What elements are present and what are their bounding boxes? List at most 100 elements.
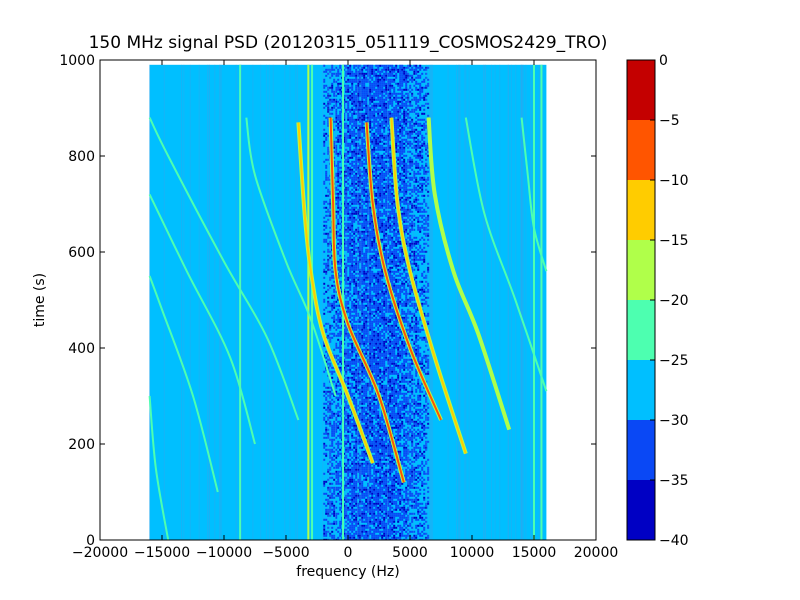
noise-cell	[357, 138, 360, 141]
noise-cell	[393, 244, 396, 247]
noise-cell	[405, 354, 408, 357]
noise-cell	[353, 298, 356, 301]
noise-cell	[345, 278, 348, 281]
noise-cell	[397, 300, 400, 303]
noise-cell	[337, 138, 340, 141]
noise-cell	[379, 224, 382, 227]
noise-cell	[367, 306, 370, 309]
noise-cell	[401, 76, 404, 79]
noise-cell	[347, 282, 350, 285]
noise-cell	[331, 74, 334, 77]
noise-cell	[389, 178, 392, 181]
noise-cell	[403, 104, 406, 107]
noise-cell	[403, 174, 406, 177]
noise-cell	[381, 164, 384, 167]
noise-cell	[403, 74, 406, 77]
noise-cell	[353, 304, 356, 307]
noise-cell	[351, 228, 354, 231]
noise-cell	[357, 144, 360, 147]
noise-cell	[355, 178, 358, 181]
noise-cell	[399, 66, 402, 69]
noise-cell	[339, 348, 342, 351]
noise-cell	[365, 216, 368, 219]
noise-cell	[381, 214, 384, 217]
noise-cell	[363, 210, 366, 213]
noise-cell	[365, 348, 368, 351]
noise-cell	[335, 118, 338, 121]
noise-cell	[403, 98, 406, 101]
noise-cell	[357, 262, 360, 265]
noise-cell	[331, 304, 334, 307]
noise-cell	[327, 296, 330, 299]
noise-cell	[417, 70, 420, 73]
noise-cell	[427, 78, 430, 81]
noise-cell	[393, 210, 396, 213]
noise-cell	[361, 96, 364, 99]
noise-cell	[427, 224, 430, 227]
noise-cell	[411, 334, 414, 337]
noise-cell	[333, 92, 336, 95]
noise-cell	[373, 154, 376, 157]
noise-cell	[365, 68, 368, 71]
noise-cell	[365, 312, 368, 315]
noise-cell	[369, 336, 372, 339]
noise-cell	[385, 78, 388, 81]
noise-cell	[367, 274, 370, 277]
noise-cell	[387, 106, 390, 109]
noise-cell	[421, 358, 424, 361]
noise-cell	[361, 324, 364, 327]
noise-cell	[405, 214, 408, 217]
noise-cell	[367, 330, 370, 333]
noise-cell	[359, 250, 362, 253]
noise-cell	[363, 264, 366, 267]
noise-cell	[335, 234, 338, 237]
noise-cell	[415, 180, 418, 183]
noise-cell	[337, 334, 340, 337]
noise-cell	[337, 194, 340, 197]
noise-cell	[395, 344, 398, 347]
noise-cell	[355, 104, 358, 107]
noise-cell	[365, 116, 368, 119]
noise-cell	[323, 286, 326, 289]
noise-cell	[373, 68, 376, 71]
noise-cell	[357, 80, 360, 83]
noise-cell	[337, 234, 340, 237]
noise-cell	[369, 306, 372, 309]
noise-cell	[377, 326, 380, 329]
noise-cell	[385, 190, 388, 193]
noise-cell	[367, 104, 370, 107]
noise-cell	[423, 172, 426, 175]
noise-cell	[401, 288, 404, 291]
noise-cell	[375, 280, 378, 283]
noise-cell	[343, 172, 346, 175]
noise-cell	[347, 104, 350, 107]
noise-cell	[363, 138, 366, 141]
noise-cell	[423, 298, 426, 301]
noise-cell	[375, 294, 378, 297]
noise-cell	[383, 100, 386, 103]
noise-cell	[355, 268, 358, 271]
noise-cell	[413, 346, 416, 349]
noise-cell	[427, 288, 430, 291]
noise-cell	[387, 308, 390, 311]
noise-cell	[343, 100, 346, 103]
noise-cell	[351, 98, 354, 101]
noise-cell	[395, 334, 398, 337]
noise-cell	[345, 164, 348, 167]
noise-cell	[415, 192, 418, 195]
noise-cell	[387, 328, 390, 331]
noise-cell	[417, 118, 420, 121]
noise-cell	[401, 144, 404, 147]
noise-cell	[389, 78, 392, 81]
noise-cell	[369, 82, 372, 85]
noise-cell	[419, 88, 422, 91]
noise-cell	[353, 248, 356, 251]
noise-cell	[371, 128, 374, 131]
noise-cell	[335, 318, 338, 321]
noise-cell	[343, 324, 346, 327]
noise-cell	[399, 108, 402, 111]
noise-cell	[363, 230, 366, 233]
noise-cell	[363, 106, 366, 109]
noise-cell	[393, 276, 396, 279]
noise-cell	[395, 82, 398, 85]
